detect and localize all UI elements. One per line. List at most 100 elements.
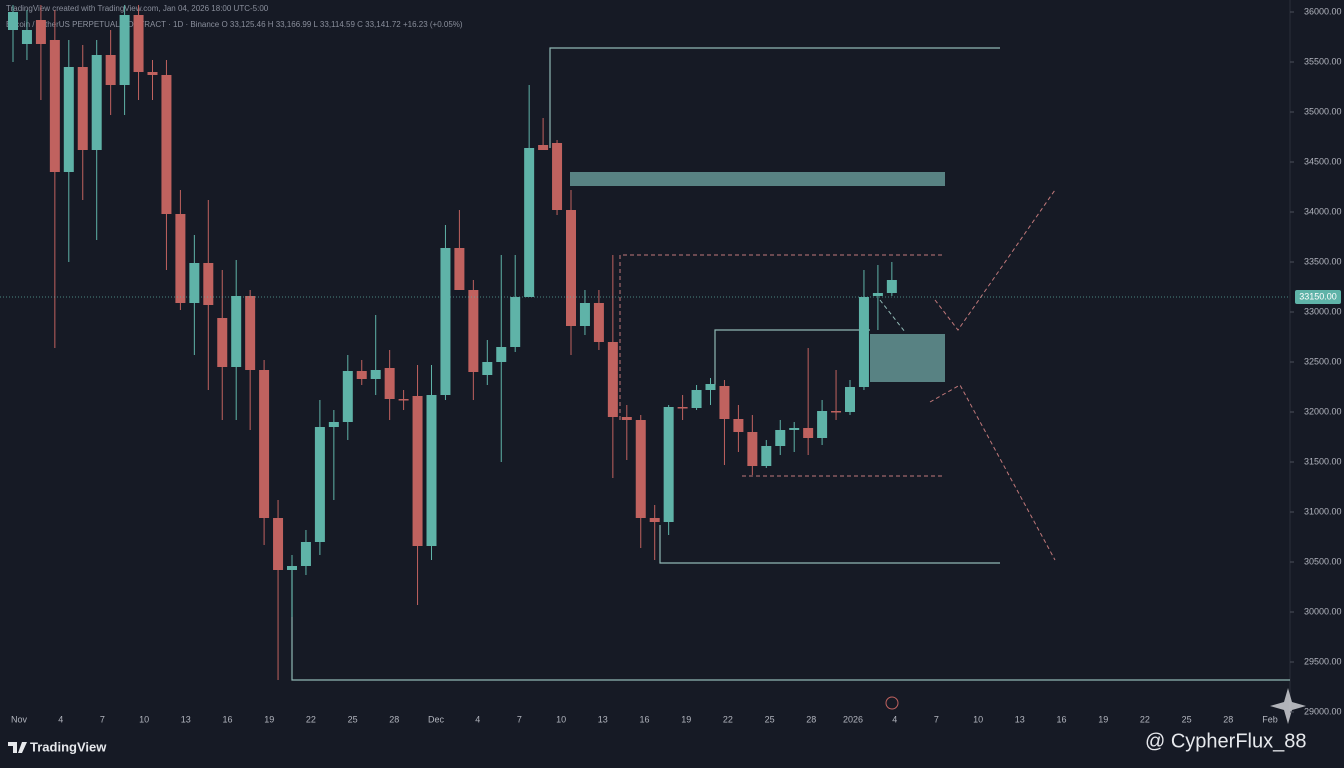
x-tick-label: 2026 <box>843 714 863 724</box>
zone <box>870 334 945 382</box>
candle-body <box>426 395 437 546</box>
y-tick-label: 31500.00 <box>1304 456 1342 466</box>
y-tick-label: 34000.00 <box>1304 206 1342 216</box>
x-tick-label: Feb <box>1262 714 1278 724</box>
sparkle-icon <box>1270 688 1306 724</box>
y-tick-label: 34500.00 <box>1304 156 1342 166</box>
candle-body <box>77 67 88 150</box>
y-tick-label: 33500.00 <box>1304 256 1342 266</box>
x-tick-label: 7 <box>100 714 105 724</box>
candle-body <box>259 370 270 518</box>
candle-body <box>593 303 604 342</box>
x-tick-label: 13 <box>181 714 191 724</box>
candle-body <box>300 542 311 566</box>
x-tick-label: 16 <box>639 714 649 724</box>
x-tick-label: 19 <box>264 714 274 724</box>
candle-body <box>566 210 576 326</box>
x-tick-label: 4 <box>892 714 897 724</box>
candle-body <box>147 72 158 75</box>
x-tick-label: 22 <box>723 714 733 724</box>
x-tick-label: 28 <box>389 714 399 724</box>
range-line <box>659 525 1000 564</box>
candle-body <box>886 280 897 293</box>
candle-body <box>314 427 325 542</box>
candle-body <box>63 67 74 172</box>
candle-body <box>105 55 116 85</box>
candle-body <box>524 148 535 297</box>
watermark: @ CypherFlux_88 <box>1145 730 1306 752</box>
candle-body <box>217 318 228 367</box>
candle-body <box>370 370 381 379</box>
candle-body <box>91 55 102 150</box>
x-tick-label: 25 <box>1182 714 1192 724</box>
candle-body <box>273 518 284 570</box>
candle-body <box>119 15 130 85</box>
y-tick-label: 29500.00 <box>1304 656 1342 666</box>
zone <box>570 172 945 186</box>
candle-body <box>761 446 772 466</box>
x-tick-label: 16 <box>222 714 232 724</box>
candle-body <box>412 396 423 546</box>
brand[interactable]: TradingView <box>30 739 107 754</box>
candle-body <box>677 407 688 409</box>
x-tick-label: 22 <box>306 714 316 724</box>
candle-body <box>328 422 339 427</box>
candle-body <box>175 214 186 303</box>
range-line <box>549 47 1000 148</box>
candle-body <box>872 293 883 296</box>
candle-body <box>8 12 18 30</box>
x-tick-label: 10 <box>556 714 566 724</box>
y-tick-label: 32500.00 <box>1304 356 1342 366</box>
candle-body <box>803 428 814 438</box>
event-icon[interactable] <box>885 696 899 710</box>
x-tick-label: 4 <box>58 714 63 724</box>
x-tick-label: 7 <box>517 714 522 724</box>
x-tick-label: 4 <box>475 714 480 724</box>
x-tick-label: 28 <box>806 714 816 724</box>
x-tick-label: 13 <box>1015 714 1025 724</box>
candle-body <box>133 15 144 72</box>
y-tick-label: 32000.00 <box>1304 406 1342 416</box>
candle-body <box>831 411 842 413</box>
candle-body <box>858 297 869 387</box>
candle-body <box>663 407 674 522</box>
candle-body <box>496 347 507 362</box>
candle-body <box>747 432 758 466</box>
x-tick-label: 7 <box>934 714 939 724</box>
x-tick-label: 16 <box>1056 714 1066 724</box>
candle-body <box>635 420 646 518</box>
candle-body <box>454 248 465 290</box>
x-tick-label: 19 <box>681 714 691 724</box>
range-line <box>714 329 870 385</box>
candle-body <box>21 30 32 44</box>
candle-body <box>384 368 395 399</box>
x-tick-label: 22 <box>1140 714 1150 724</box>
candle-body <box>733 419 744 432</box>
y-tick-label: 33000.00 <box>1304 306 1342 316</box>
path-arrow <box>934 189 1056 331</box>
candle-body <box>49 40 60 172</box>
candle-body <box>203 263 214 305</box>
y-tick-label: 31000.00 <box>1304 506 1342 516</box>
candle-body <box>510 297 521 347</box>
price-badge <box>1295 290 1341 304</box>
candle-body <box>649 518 660 522</box>
y-tick-label: 29000.00 <box>1304 706 1342 716</box>
candle-body <box>621 417 632 420</box>
y-tick-label: 30000.00 <box>1304 606 1342 616</box>
y-tick-label: 35000.00 <box>1304 106 1342 116</box>
x-tick-label: Nov <box>11 714 28 724</box>
brand-logo <box>8 742 27 753</box>
candle-body <box>705 384 716 390</box>
price-label: 33150.00 <box>1299 291 1337 301</box>
candle-body <box>398 399 409 401</box>
candle-body <box>245 296 256 370</box>
candle-body <box>845 387 855 412</box>
candle-body <box>231 296 242 367</box>
candle-body <box>691 390 702 408</box>
candle-body <box>468 290 479 372</box>
dashed-drawings <box>619 189 1056 561</box>
candle-body <box>579 303 590 326</box>
x-tick-label: 28 <box>1223 714 1233 724</box>
